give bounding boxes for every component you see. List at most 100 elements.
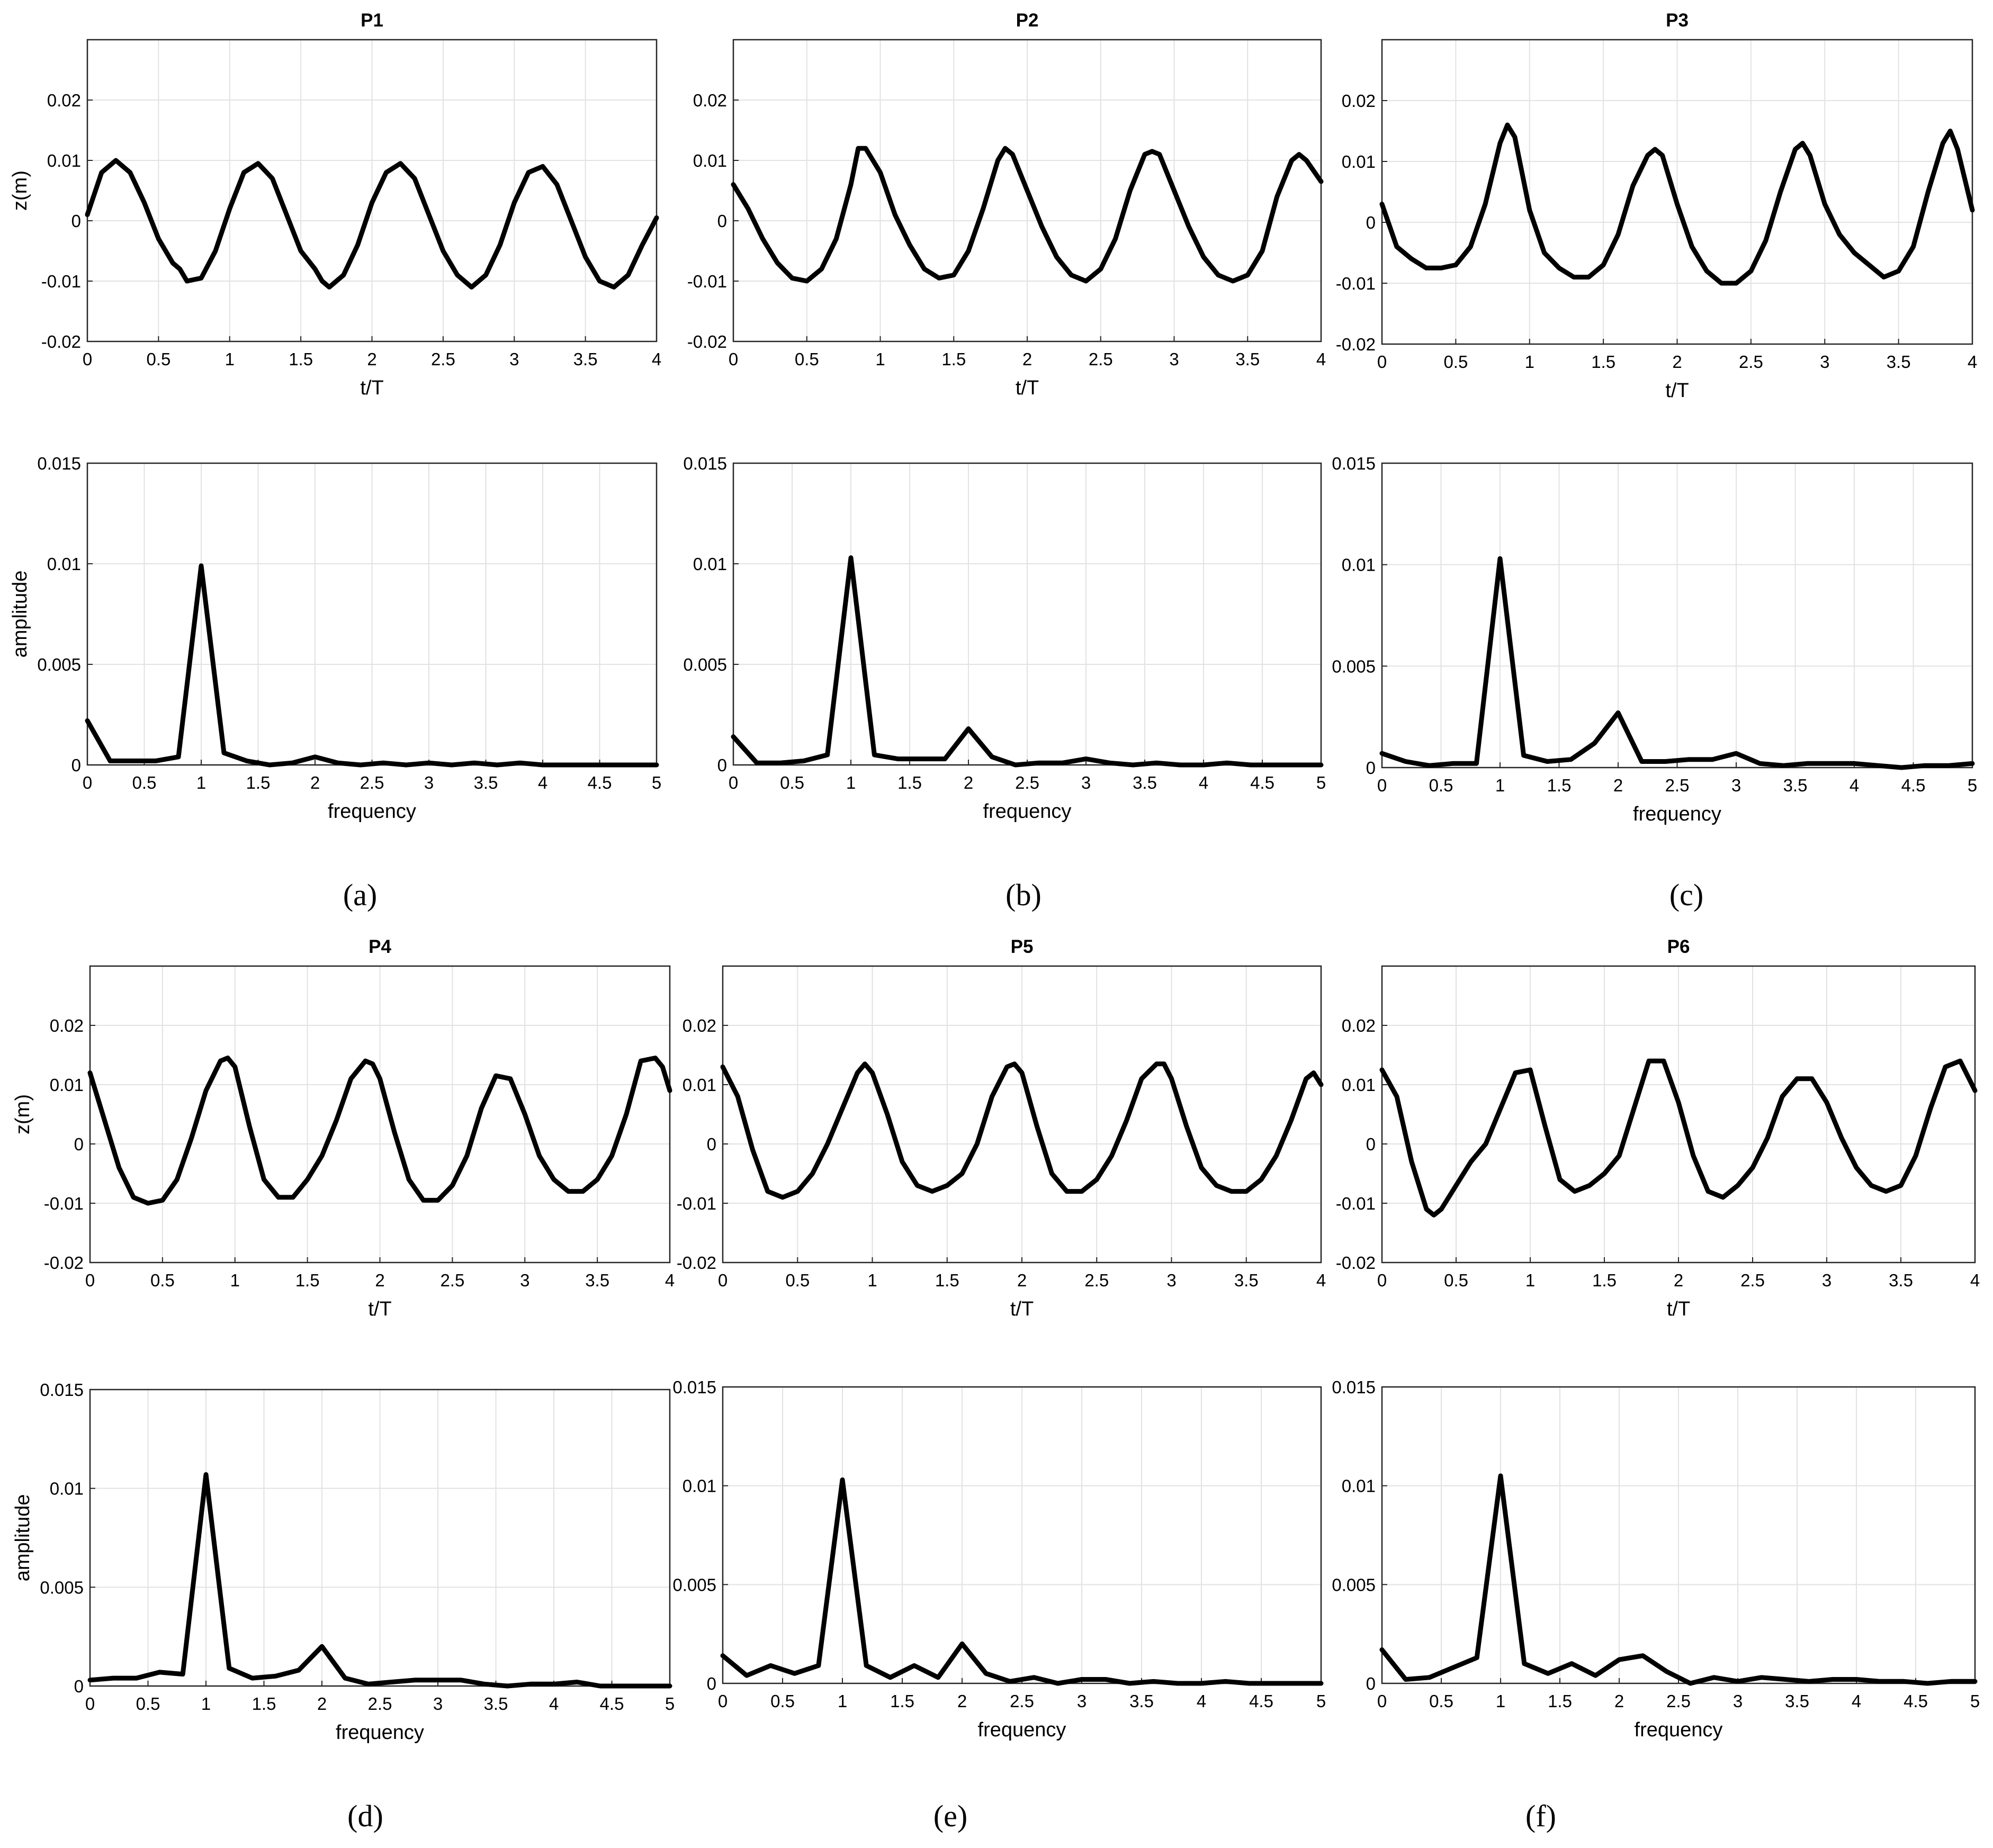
- y-tick-label: 0.02: [693, 91, 727, 110]
- x-tick-label: 0.5: [136, 1694, 160, 1714]
- x-tick-label: 4: [1970, 1270, 1980, 1290]
- chart-9: 0 0.5 1 1.5 2 2.5 3 3.5 4 -0.02 -0.01 0 0.01 0.02 P5 t/…: [677, 936, 1326, 1320]
- x-tick-label: 2: [1674, 1270, 1683, 1290]
- x-tick-label: 1: [201, 1694, 211, 1714]
- panel-caption-b: (b): [1006, 878, 1042, 912]
- x-tick-label: 2.5: [360, 773, 384, 792]
- y-tick-label: 0: [707, 1674, 716, 1693]
- panel-captions: (a) (b) (c) (d) (e) (f): [343, 878, 1703, 1833]
- y-tick-label: 0: [717, 755, 727, 775]
- x-tick-label: 0.5: [770, 1691, 795, 1711]
- chart-title: P3: [1666, 10, 1689, 31]
- y-tick-label: -0.01: [687, 272, 727, 291]
- x-tick-label: 3.5: [1129, 1691, 1154, 1711]
- x-tick-label: 1.5: [246, 773, 271, 792]
- chart-2: 0 0.5 1 1.5 2 2.5 3 3.5 4 4.5 5 0 0.005 0.01 0.015 freq…: [9, 454, 661, 823]
- x-tick-label: 2: [367, 349, 376, 369]
- x-tick-label: 3: [1077, 1691, 1087, 1711]
- y-tick-label: 0.015: [1332, 1377, 1376, 1397]
- x-tick-label: 0: [729, 773, 738, 792]
- x-tick-label: 1: [1496, 1691, 1505, 1711]
- y-tick-label: 0: [1366, 1134, 1376, 1154]
- x-tick-label: 1: [1525, 352, 1534, 372]
- x-tick-label: 0.5: [146, 349, 170, 369]
- x-tick-label: 4: [665, 1270, 675, 1290]
- x-tick-label: 4: [549, 1694, 559, 1714]
- x-tick-label: 0: [1377, 776, 1387, 795]
- series-line: [1379, 1473, 1978, 1686]
- y-tick-label: 0.015: [40, 1380, 84, 1400]
- x-tick-label: 0.5: [132, 773, 157, 792]
- x-tick-label: 4.5: [1250, 773, 1274, 792]
- x-tick-label: 4: [1852, 1691, 1861, 1711]
- x-tick-label: 2.5: [1666, 1691, 1691, 1711]
- x-axis-label: t/T: [1010, 1298, 1034, 1320]
- y-tick-label: 0.015: [1332, 454, 1376, 473]
- x-tick-label: 4: [1850, 776, 1859, 795]
- x-axis-label: t/T: [368, 1298, 391, 1320]
- y-tick-label: 0.01: [1342, 1075, 1376, 1095]
- x-tick-label: 2.5: [1739, 352, 1763, 372]
- y-axis-label: amplitude: [9, 571, 31, 658]
- y-tick-label: 0.005: [40, 1577, 84, 1597]
- x-tick-label: 0: [83, 349, 92, 369]
- y-axis-label: z(m): [9, 170, 31, 211]
- x-tick-label: 4.5: [1249, 1691, 1273, 1711]
- x-tick-label: 0.5: [1429, 1691, 1453, 1711]
- y-tick-label: 0.01: [1342, 152, 1376, 172]
- x-tick-label: 1: [875, 349, 885, 369]
- x-tick-label: 1: [867, 1270, 877, 1290]
- y-tick-label: 0.005: [1332, 1575, 1376, 1594]
- y-tick-label: 0.02: [1342, 91, 1376, 111]
- x-tick-label: 0: [718, 1691, 728, 1711]
- y-tick-label: 0.015: [37, 454, 81, 473]
- series-line: [1379, 1058, 1978, 1218]
- x-tick-label: 3: [1081, 773, 1091, 792]
- chart-11: 0 0.5 1 1.5 2 2.5 3 3.5 4 -0.02 -0.01 0 0.01 0.02 P6 t/…: [1336, 936, 1980, 1320]
- x-tick-label: 2: [1614, 1691, 1624, 1711]
- chart-3: 0 0.5 1 1.5 2 2.5 3 3.5 4 -0.02 -0.01 0 0.01 0.02 P2 t/…: [687, 10, 1326, 399]
- x-tick-label: 2: [1017, 1270, 1027, 1290]
- x-tick-label: 0.5: [1429, 776, 1453, 795]
- x-tick-label: 2.5: [1089, 349, 1113, 369]
- x-tick-label: 3: [1733, 1691, 1743, 1711]
- y-tick-label: 0.02: [1342, 1016, 1376, 1035]
- y-tick-label: 0.01: [47, 554, 81, 574]
- y-tick-label: 0.01: [47, 151, 81, 170]
- x-tick-label: 0: [85, 1270, 95, 1290]
- y-tick-label: 0.015: [672, 1377, 716, 1397]
- x-tick-label: 0.5: [150, 1270, 175, 1290]
- x-tick-label: 2: [310, 773, 320, 792]
- chart-8: 0 0.5 1 1.5 2 2.5 3 3.5 4 4.5 5 0 0.005 0.01 0.015 freq…: [12, 1380, 675, 1744]
- series-line: [720, 1477, 1324, 1686]
- y-tick-label: 0.015: [683, 454, 727, 473]
- x-tick-label: 4.5: [1901, 776, 1926, 795]
- y-tick-label: 0.005: [1332, 656, 1376, 676]
- x-tick-label: 0.5: [785, 1270, 810, 1290]
- x-tick-label: 0: [1377, 352, 1387, 372]
- x-tick-label: 4: [1316, 349, 1326, 369]
- x-tick-label: 3: [1731, 776, 1741, 795]
- chart-title: P1: [361, 10, 383, 31]
- x-tick-label: 3.5: [1234, 1270, 1259, 1290]
- x-tick-label: 1.5: [252, 1694, 276, 1714]
- chart-title: P2: [1016, 10, 1039, 31]
- x-tick-label: 1: [230, 1270, 240, 1290]
- y-tick-label: 0: [1366, 1674, 1376, 1693]
- x-tick-label: 1.5: [935, 1270, 959, 1290]
- x-axis-label: t/T: [360, 377, 383, 399]
- charts: 0 0.5 1 1.5 2 2.5 3 3.5 4 -0.02 -0.01 0 0.01 0.02 P1 t/…: [9, 10, 1980, 1744]
- y-tick-label: -0.02: [44, 1253, 84, 1273]
- x-tick-label: 3: [520, 1270, 529, 1290]
- x-axis-label: frequency: [328, 800, 416, 823]
- y-tick-label: 0.005: [37, 655, 81, 674]
- x-tick-label: 3.5: [585, 1270, 609, 1290]
- y-tick-label: 0: [717, 211, 727, 231]
- series-line: [720, 1061, 1324, 1200]
- y-tick-label: -0.02: [687, 332, 727, 351]
- y-tick-label: 0: [74, 1676, 84, 1696]
- x-tick-label: 3: [1169, 349, 1179, 369]
- y-tick-label: 0: [707, 1134, 716, 1154]
- chart-12: 0 0.5 1 1.5 2 2.5 3 3.5 4 4.5 5 0 0.005 0.01 0.015 freq…: [1332, 1377, 1980, 1741]
- y-tick-label: -0.01: [41, 272, 81, 291]
